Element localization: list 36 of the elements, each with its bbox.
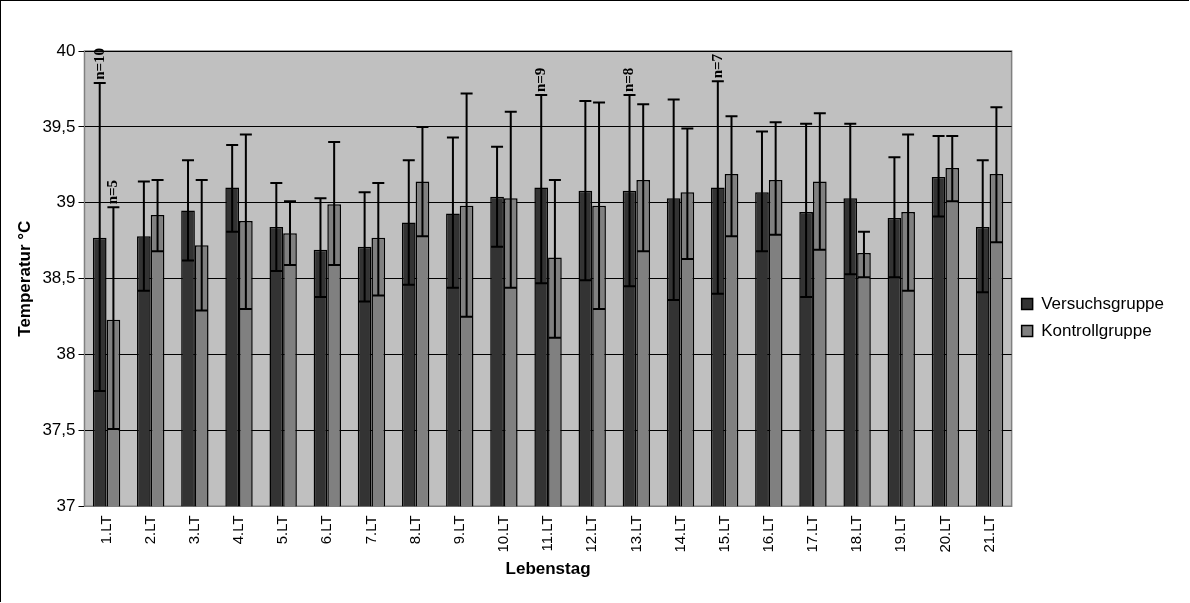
y-tick-label: 38 (56, 344, 76, 364)
y-tick-label: 37,5 (42, 420, 76, 440)
annotation: n=9 (532, 67, 549, 93)
y-tick-label: 39 (56, 192, 76, 212)
x-tick-label: 4.LT (229, 515, 247, 545)
x-axis-title: Lebenstag (505, 559, 591, 579)
x-tick-label: 7.LT (361, 515, 379, 545)
y-tick-label: 37 (56, 496, 76, 516)
annotation: n=8 (620, 67, 637, 93)
x-tick-label: 12.LT (582, 515, 600, 553)
x-tick-label: 20.LT (935, 515, 953, 553)
x-tick-label: 18.LT (847, 515, 865, 553)
x-tick-label: 15.LT (714, 515, 732, 553)
x-tick-label: 10.LT (494, 515, 512, 553)
x-tick-label: 3.LT (185, 515, 202, 545)
x-tick-label: 21.LT (979, 515, 997, 553)
x-tick-label: 19.LT (891, 515, 909, 553)
x-tick-label: 14.LT (670, 515, 688, 553)
x-tick-label: 16.LT (758, 515, 776, 553)
y-tick-label: 39,5 (42, 116, 76, 136)
legend-label: Versuchsgruppe (1041, 293, 1165, 313)
y-axis-title: Temperatur °C (14, 220, 34, 337)
legend-label: Kontrollgruppe (1041, 320, 1152, 340)
y-tick-label: 38,5 (42, 268, 76, 288)
x-tick-label: 1.LT (96, 515, 114, 545)
x-tick-label: 17.LT (803, 515, 821, 553)
y-tick-label: 40 (56, 40, 76, 60)
x-tick-label: 6.LT (317, 515, 335, 545)
x-tick-label: 13.LT (626, 515, 644, 553)
annotation: n=10 (90, 47, 107, 80)
x-tick-label: 5.LT (273, 515, 291, 545)
x-tick-label: 11.LT (538, 515, 556, 552)
annotation: n=7 (708, 53, 725, 79)
x-tick-label: 9.LT (449, 515, 467, 545)
x-tick-label: 2.LT (140, 515, 158, 545)
x-tick-label: 8.LT (405, 515, 423, 545)
